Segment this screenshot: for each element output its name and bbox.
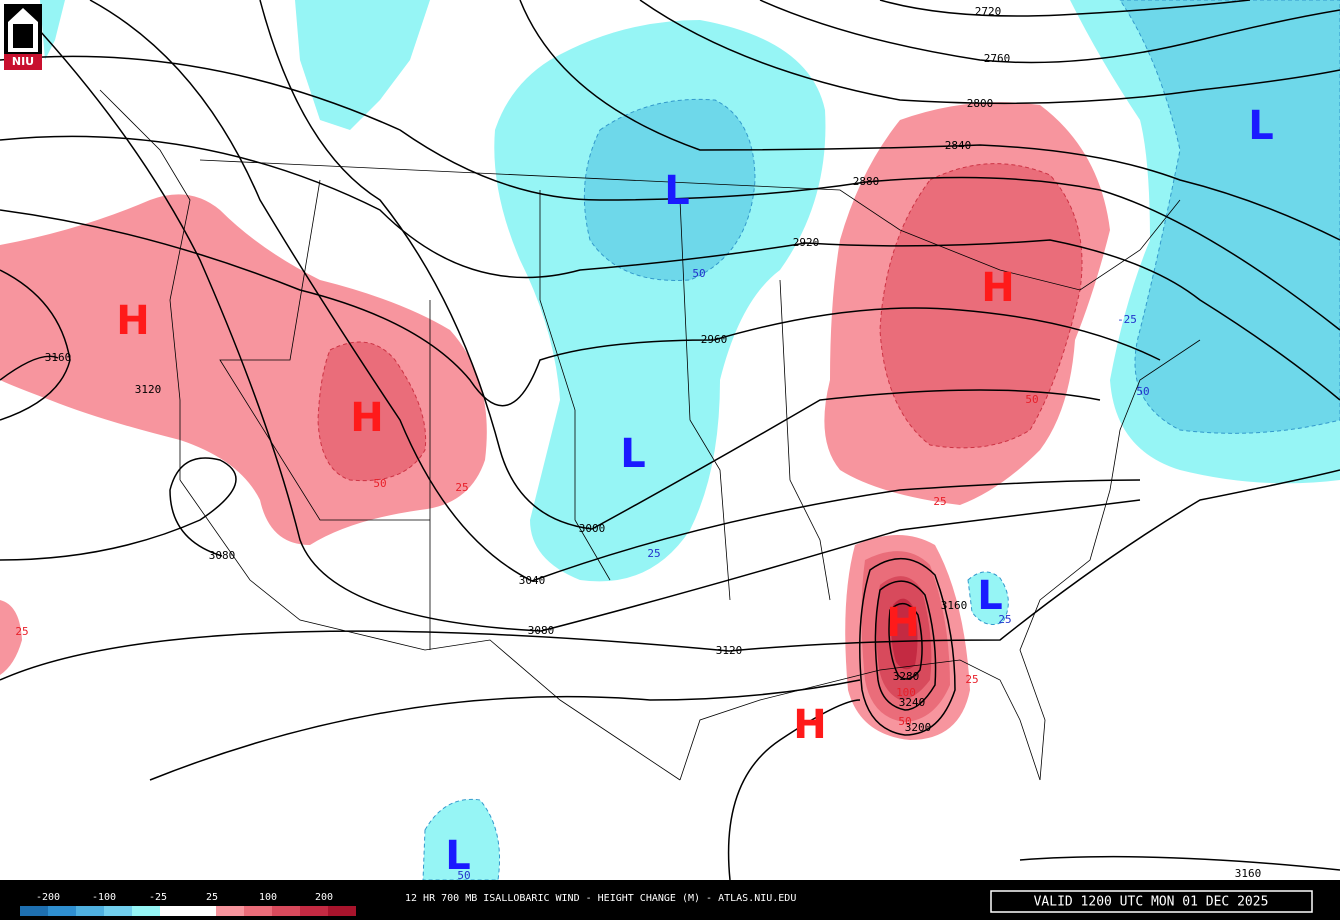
- legend-label: 100: [259, 892, 277, 903]
- contour-label: 3200: [905, 721, 932, 734]
- legend: -200 -100 -25 25 100 200: [20, 892, 356, 916]
- legend-swatch: [132, 906, 160, 916]
- contour-label: 3000: [579, 522, 606, 535]
- contour-label: 3120: [135, 383, 162, 396]
- logo-window: [13, 24, 33, 48]
- change-label: 50: [1136, 385, 1149, 398]
- legend-label: -200: [36, 892, 60, 903]
- falling-area: [967, 571, 1009, 625]
- legend-swatch: [48, 906, 76, 916]
- valid-box: [990, 890, 1313, 913]
- change-label: 25: [965, 673, 978, 686]
- pressure-center: H: [981, 265, 1014, 311]
- rising-area: [0, 600, 22, 675]
- contour-label: 2880: [853, 175, 880, 188]
- pressure-center: L: [1248, 103, 1274, 149]
- legend-swatch: [244, 906, 272, 916]
- pressure-center: H: [886, 600, 919, 646]
- contour-label: 3160: [941, 599, 968, 612]
- contour-label: 3240: [899, 696, 926, 709]
- rising-area-strongest: [891, 598, 918, 670]
- contour-label: 3120: [716, 644, 743, 657]
- contour-label: 2920: [793, 236, 820, 249]
- rising-area-strong: [317, 341, 427, 482]
- legend-label: -100: [92, 892, 116, 903]
- pressure-center: H: [350, 395, 383, 441]
- contour-label: 3160: [1235, 867, 1262, 880]
- change-label: 25: [647, 547, 660, 560]
- falling-area-strong: [1119, 0, 1340, 434]
- footer-title: 12 HR 700 MB ISALLOBARIC WIND - HEIGHT C…: [405, 893, 796, 904]
- legend-swatch: [76, 906, 104, 916]
- falling-area: [422, 798, 501, 881]
- rising-area-strong: [879, 163, 1083, 449]
- change-label: 50: [898, 715, 911, 728]
- pressure-center: L: [445, 833, 471, 879]
- legend-swatch: [216, 906, 244, 916]
- falling-area: [295, 0, 430, 130]
- shading: [0, 0, 1340, 881]
- contour-label: 3080: [528, 624, 555, 637]
- legend-swatch: [160, 906, 188, 916]
- change-label: 25: [933, 495, 946, 508]
- contour-label: 2720: [975, 5, 1002, 18]
- legend-label: -25: [149, 892, 167, 903]
- contour-label: 2840: [945, 139, 972, 152]
- pressure-center: L: [620, 431, 646, 477]
- logo-text: NIU: [12, 55, 34, 68]
- logo: NIU: [4, 4, 42, 70]
- labels: 2720 2760 2800 2840 2880 2920 2960 3000 3040 3080…: [15, 5, 1273, 882]
- contour-label: 3160: [45, 351, 72, 364]
- falling-area: [40, 0, 65, 60]
- contour-label: 2800: [967, 97, 994, 110]
- contour-label: 3040: [519, 574, 546, 587]
- logo-band: [4, 54, 42, 70]
- contour-label: 3280: [893, 670, 920, 683]
- pressure-center: H: [116, 298, 149, 344]
- legend-swatch: [328, 906, 356, 916]
- borders: [99, 89, 1201, 781]
- change-label: 50: [373, 477, 386, 490]
- change-label: -25: [1117, 313, 1137, 326]
- contour-label: 3080: [209, 549, 236, 562]
- legend-label: 25: [206, 892, 218, 903]
- change-label: 50: [692, 267, 705, 280]
- pressure-center: L: [664, 168, 690, 214]
- legend-swatch: [188, 906, 216, 916]
- change-label: 50: [1025, 393, 1038, 406]
- legend-label: 200: [315, 892, 333, 903]
- falling-area-strong: [583, 98, 756, 281]
- change-label: 100: [896, 686, 916, 699]
- legend-swatch: [20, 906, 48, 916]
- change-label: 25: [455, 481, 468, 494]
- change-label: 25: [998, 613, 1011, 626]
- height-contours: [0, 0, 1340, 881]
- legend-swatch: [104, 906, 132, 916]
- legend-swatch: [272, 906, 300, 916]
- contour-label: 2760: [984, 52, 1011, 65]
- pressure-center: L: [977, 573, 1003, 619]
- legend-swatch: [300, 906, 328, 916]
- valid-time: VALID 1200 UTC MON 01 DEC 2025: [1034, 895, 1269, 910]
- contour-label: 2960: [701, 333, 728, 346]
- change-label: 25: [15, 625, 28, 638]
- change-label: 50: [457, 869, 470, 882]
- pressure-center: H: [793, 702, 826, 748]
